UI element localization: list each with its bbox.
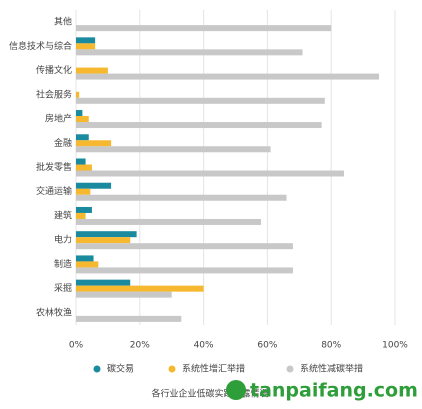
- x-tick-label: 20%: [130, 341, 150, 351]
- bar: [76, 140, 112, 147]
- y-tick-label: 批发零售: [36, 161, 72, 173]
- bar: [76, 122, 322, 129]
- bar: [76, 73, 380, 80]
- bar: [76, 243, 293, 250]
- bar: [76, 91, 80, 98]
- legend-label: 系统性减碳举措: [300, 363, 363, 375]
- bar: [76, 134, 89, 141]
- x-tick-label: 0%: [69, 341, 84, 351]
- legend-swatch: [168, 365, 176, 373]
- y-tick-label: 社会服务: [36, 88, 72, 100]
- bar: [76, 146, 271, 153]
- x-tick-label: 60%: [257, 341, 277, 351]
- bar: [76, 255, 94, 262]
- x-tick-label: 40%: [194, 341, 214, 351]
- bar: [76, 279, 131, 286]
- bar: [76, 285, 204, 292]
- bar: [76, 43, 96, 50]
- bar: [76, 206, 92, 213]
- bar: [76, 188, 91, 195]
- bar: [76, 194, 287, 201]
- y-tick-label: 电力: [54, 234, 72, 246]
- y-tick-label: 交通运输: [36, 185, 72, 197]
- bar: [76, 116, 89, 123]
- y-tick-label: 金融: [54, 137, 72, 149]
- y-tick-label: 其他: [54, 16, 72, 28]
- y-tick-label: 建筑: [54, 209, 72, 221]
- bar: [76, 218, 262, 225]
- x-tick-label: 100%: [382, 341, 408, 351]
- bar: [76, 291, 172, 298]
- bar: [76, 315, 182, 322]
- bar: [76, 110, 83, 117]
- bar: [76, 97, 325, 104]
- y-tick-label: 采掘: [54, 282, 72, 294]
- bar: [76, 170, 344, 177]
- y-tick-label: 传播文化: [36, 64, 72, 76]
- bar: [76, 261, 99, 268]
- watermark: tanpaifang.com: [226, 380, 418, 402]
- y-tick-label: 信息技术与综合: [9, 40, 72, 52]
- watermark-text: tanpaifang.com: [250, 380, 418, 402]
- legend-label: 系统性增汇举措: [182, 363, 245, 375]
- bar: [76, 158, 86, 165]
- bar: [76, 237, 131, 244]
- legend-label: 碳交易: [107, 363, 134, 375]
- y-tick-label: 房地产: [45, 113, 72, 125]
- watermark-logo: [226, 380, 246, 400]
- bar: [76, 212, 86, 219]
- bar: [76, 37, 96, 44]
- legend-swatch: [93, 365, 101, 373]
- legend-swatch: [286, 365, 294, 373]
- y-tick-label: 制造: [54, 258, 72, 270]
- bar: [76, 182, 112, 189]
- bar: [76, 164, 92, 171]
- bar: [76, 49, 303, 56]
- x-tick-label: 80%: [321, 341, 341, 351]
- bar: [76, 267, 293, 274]
- bar: [76, 231, 137, 238]
- y-tick-label: 农林牧渔: [36, 306, 72, 318]
- bar: [76, 67, 108, 74]
- bar: [76, 25, 332, 32]
